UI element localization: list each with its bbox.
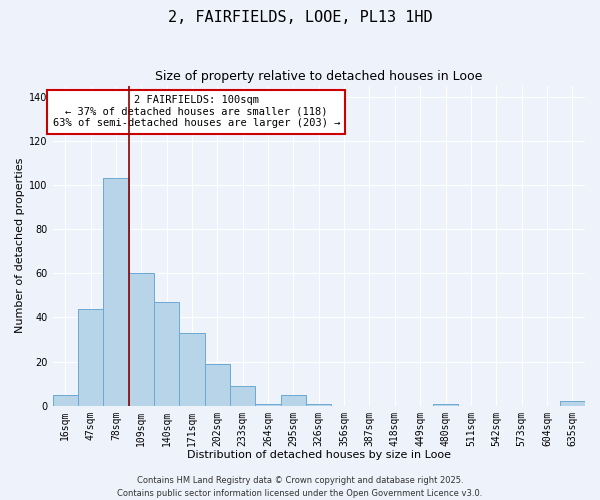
- Bar: [103, 178, 128, 406]
- X-axis label: Distribution of detached houses by size in Looe: Distribution of detached houses by size …: [187, 450, 451, 460]
- Bar: [560, 402, 585, 406]
- Bar: [433, 404, 458, 406]
- Text: Contains HM Land Registry data © Crown copyright and database right 2025.
Contai: Contains HM Land Registry data © Crown c…: [118, 476, 482, 498]
- Bar: [205, 364, 230, 406]
- Text: 2 FAIRFIELDS: 100sqm
← 37% of detached houses are smaller (118)
63% of semi-deta: 2 FAIRFIELDS: 100sqm ← 37% of detached h…: [53, 95, 340, 128]
- Bar: [53, 394, 78, 406]
- Bar: [179, 333, 205, 406]
- Title: Size of property relative to detached houses in Looe: Size of property relative to detached ho…: [155, 70, 482, 83]
- Bar: [128, 273, 154, 406]
- Bar: [306, 404, 331, 406]
- Bar: [154, 302, 179, 406]
- Y-axis label: Number of detached properties: Number of detached properties: [15, 158, 25, 334]
- Bar: [281, 394, 306, 406]
- Bar: [78, 308, 103, 406]
- Bar: [256, 404, 281, 406]
- Bar: [230, 386, 256, 406]
- Text: 2, FAIRFIELDS, LOOE, PL13 1HD: 2, FAIRFIELDS, LOOE, PL13 1HD: [167, 10, 433, 25]
